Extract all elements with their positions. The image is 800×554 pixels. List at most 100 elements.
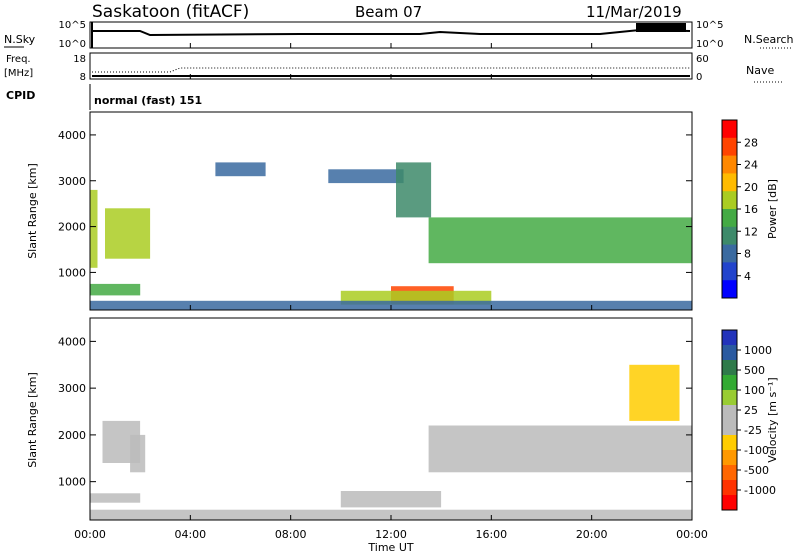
power-region-2 bbox=[90, 283, 141, 296]
velocity-colorbar-tick-label-3: 25 bbox=[744, 404, 758, 417]
y-tick-label-1-1: 2000 bbox=[58, 429, 86, 442]
freq-tick-high: 18 bbox=[73, 54, 86, 65]
noise-tick-low-left: 10^0 bbox=[59, 39, 86, 50]
velocity-colorbar-swatch-5 bbox=[722, 405, 737, 421]
velocity-region-2 bbox=[90, 493, 141, 503]
y-tick-label-1-2: 3000 bbox=[58, 382, 86, 395]
nave-label: Nave bbox=[746, 64, 774, 77]
power-colorbar-swatch-3 bbox=[722, 173, 737, 192]
noise-panel: N.Sky 10^5 10^0 10^5 10^0 N.Search bbox=[4, 20, 794, 50]
velocity-colorbar-tick-label-1: 500 bbox=[744, 364, 765, 377]
velocity-colorbar-swatch-9 bbox=[722, 465, 737, 481]
noise-tick-low-right: 10^0 bbox=[696, 39, 723, 50]
y-tick-label-1-3: 4000 bbox=[58, 335, 86, 348]
nsearch-label: N.Search bbox=[744, 33, 794, 46]
power-colorbar-tick-label-0: 28 bbox=[744, 136, 758, 149]
power-colorbar-swatch-8 bbox=[722, 262, 737, 281]
y-tick-label-0-1: 2000 bbox=[58, 221, 86, 234]
noise-tick-high-right: 10^5 bbox=[696, 20, 723, 31]
power-colorbar-swatch-6 bbox=[722, 226, 737, 246]
power-colorbar-tick-label-3: 16 bbox=[744, 203, 758, 216]
velocity-y-axis-label: Slant Range [km] bbox=[26, 372, 39, 468]
velocity-colorbar-tick-label-7: -1000 bbox=[744, 484, 776, 497]
x-tick-label-6: 00:00 bbox=[676, 528, 708, 541]
nave-line bbox=[92, 67, 690, 73]
noise-tick-high-left: 10^5 bbox=[59, 20, 86, 31]
freq-tick-low: 8 bbox=[80, 72, 86, 83]
power-y-axis-label: Slant Range [km] bbox=[26, 163, 39, 259]
power-colorbar-swatch-7 bbox=[722, 244, 737, 263]
beam-title: Beam 07 bbox=[355, 3, 422, 21]
x-tick-label-5: 20:00 bbox=[576, 528, 608, 541]
power-colorbar-swatch-5 bbox=[722, 209, 737, 228]
power-colorbar-swatch-0 bbox=[722, 120, 737, 139]
velocity-colorbar-swatch-6 bbox=[722, 420, 737, 436]
x-tick-label-2: 08:00 bbox=[275, 528, 307, 541]
velocity-colorbar-swatch-0 bbox=[722, 330, 737, 346]
freq-panel: Freq. [MHz] 18 8 60 0 Nave bbox=[4, 52, 784, 83]
power-region-5 bbox=[396, 162, 432, 218]
power-colorbar: 28 24 20 16 12 8 4 Power [dB] bbox=[721, 119, 779, 299]
power-panel: 1000 2000 3000 4000 Slant Range [km] bbox=[26, 111, 693, 311]
cpid-label: CPID bbox=[6, 89, 35, 102]
velocity-colorbar-tick-label-2: 100 bbox=[744, 384, 765, 397]
power-region-4 bbox=[328, 169, 404, 184]
power-colorbar-tick-label-5: 8 bbox=[744, 248, 751, 261]
power-colorbar-label: Power [dB] bbox=[766, 179, 779, 239]
velocity-y-axis: 1000 2000 3000 4000 bbox=[58, 335, 692, 489]
x-axis: 00:00 04:00 08:00 12:00 16:00 20:00 00:00 bbox=[74, 43, 708, 541]
power-colorbar-swatch-4 bbox=[722, 191, 737, 210]
velocity-colorbar-tick-label-0: 1000 bbox=[744, 344, 772, 357]
velocity-heatmap bbox=[90, 364, 692, 520]
x-tick-label-4: 16:00 bbox=[475, 528, 507, 541]
nave-tick-low: 0 bbox=[696, 72, 702, 83]
velocity-colorbar-swatch-2 bbox=[722, 360, 737, 376]
velocity-region-1 bbox=[130, 434, 146, 473]
x-tick-label-0: 00:00 bbox=[74, 528, 106, 541]
velocity-colorbar-swatch-11 bbox=[722, 495, 737, 511]
nave-tick-high: 60 bbox=[696, 54, 709, 65]
power-region-3 bbox=[215, 162, 266, 177]
power-y-axis: 1000 2000 3000 4000 bbox=[58, 129, 692, 279]
power-region-6 bbox=[428, 217, 692, 264]
noise-sky-line bbox=[92, 28, 691, 37]
velocity-region-3 bbox=[428, 425, 692, 473]
velocity-colorbar-swatch-8 bbox=[722, 450, 737, 466]
velocity-colorbar-tick-label-6: -500 bbox=[744, 464, 769, 477]
velocity-region-4 bbox=[340, 491, 442, 508]
velocity-colorbar-swatch-7 bbox=[722, 435, 737, 451]
x-axis-label: Time UT bbox=[367, 541, 413, 554]
power-colorbar-swatch-9 bbox=[722, 280, 737, 299]
velocity-colorbar-label: Velocity [m s⁻¹] bbox=[766, 377, 779, 462]
power-colorbar-swatch-2 bbox=[722, 155, 737, 174]
velocity-panel: 1000 2000 3000 4000 Slant Range [km] bbox=[26, 317, 693, 521]
power-region-1 bbox=[105, 208, 151, 259]
x-tick-label-1: 04:00 bbox=[174, 528, 206, 541]
noise-spike-block bbox=[636, 23, 686, 32]
station-title: Saskatoon (fitACF) bbox=[92, 2, 249, 22]
power-colorbar-tick-label-2: 20 bbox=[744, 181, 758, 194]
y-tick-label-0-0: 1000 bbox=[58, 266, 86, 279]
nsky-label: N.Sky bbox=[4, 33, 36, 46]
y-tick-label-0-3: 4000 bbox=[58, 129, 86, 142]
power-colorbar-tick-label-1: 24 bbox=[744, 159, 758, 172]
velocity-colorbar-swatch-10 bbox=[722, 480, 737, 496]
cpid-value: normal (fast) 151 bbox=[94, 94, 202, 107]
velocity-colorbar-tick-label-4: -25 bbox=[744, 424, 762, 437]
y-tick-label-1-0: 1000 bbox=[58, 476, 86, 489]
power-colorbar-tick-label-4: 12 bbox=[744, 225, 758, 238]
power-heatmap bbox=[90, 162, 692, 310]
freq-label-top: Freq. bbox=[6, 54, 31, 65]
power-region-0 bbox=[90, 189, 98, 268]
velocity-region-6 bbox=[90, 509, 692, 520]
freq-label-bottom: [MHz] bbox=[4, 68, 33, 79]
y-tick-label-0-2: 3000 bbox=[58, 175, 86, 188]
velocity-colorbar-tick-label-5: -100 bbox=[744, 444, 769, 457]
velocity-colorbar-swatch-4 bbox=[722, 390, 737, 406]
velocity-colorbar-swatch-1 bbox=[722, 345, 737, 361]
date-title: 11/Mar/2019 bbox=[586, 3, 682, 21]
velocity-region-5 bbox=[629, 364, 680, 421]
velocity-colorbar: 1000 500 100 25 -25 -100 -500 -1000 Velocity [m… bbox=[721, 329, 779, 511]
velocity-colorbar-swatch-3 bbox=[722, 375, 737, 391]
